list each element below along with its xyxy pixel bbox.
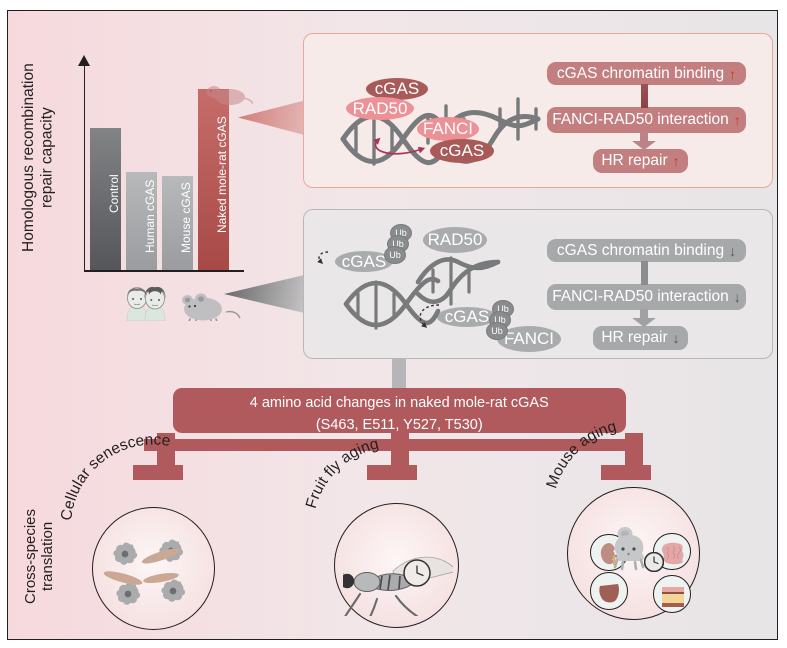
svg-text:Cellular senescence: Cellular senescence	[58, 431, 171, 521]
